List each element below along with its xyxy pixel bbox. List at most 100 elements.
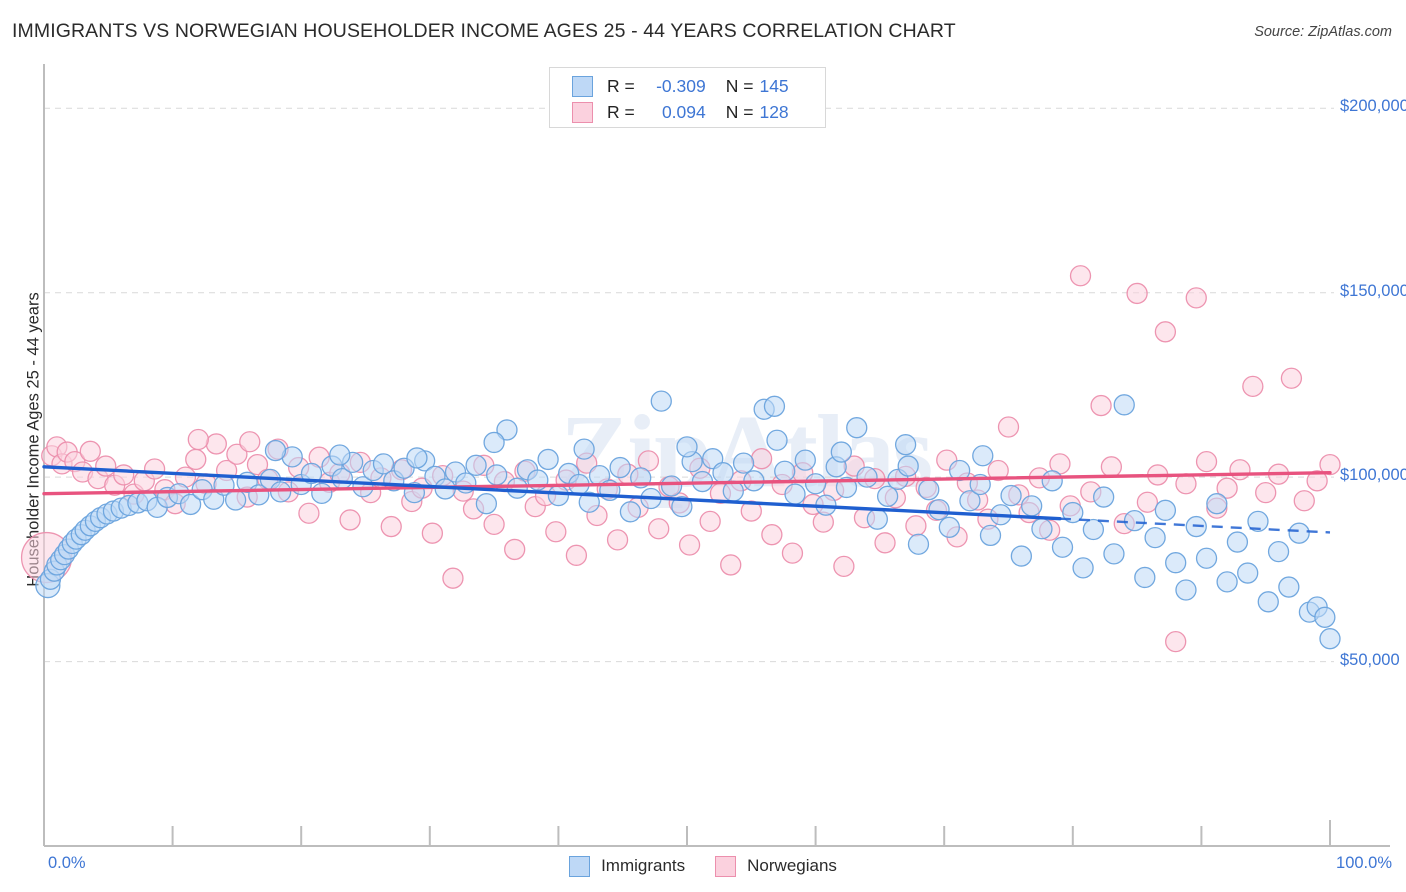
scatter-point (1165, 552, 1187, 574)
scatter-point (874, 532, 896, 554)
scatter-point (565, 544, 588, 566)
scatter-point (979, 524, 1002, 547)
n-value-immigrants: 145 (759, 75, 789, 96)
scatter-point (676, 436, 698, 458)
scatter-point (750, 448, 773, 470)
scatter-point (226, 443, 248, 465)
scatter-point (1314, 606, 1336, 628)
scatter-point (1255, 481, 1277, 504)
scatter-point (1113, 394, 1135, 416)
scatter-point (660, 475, 683, 497)
scatter-point (380, 515, 402, 538)
scatter-point (483, 431, 505, 454)
scatter-point (784, 483, 806, 505)
legend-swatch-norwegians-icon (715, 855, 737, 877)
legend-item-norwegians[interactable]: Norwegians (715, 855, 837, 877)
scatter-point (573, 438, 595, 460)
scatter-point (269, 481, 292, 503)
r-value-norwegians: 0.094 (661, 101, 706, 122)
scatter-point (907, 533, 930, 555)
legend-item-immigrants[interactable]: Immigrants (569, 855, 686, 877)
scatter-point (972, 445, 994, 467)
scatter-point (95, 455, 117, 477)
scatter-point (179, 493, 202, 516)
scatter-point (339, 509, 361, 531)
scatter-point (846, 417, 868, 439)
x-axis-min-label: 0.0% (48, 854, 86, 872)
scatter-point (1041, 470, 1063, 492)
page-title: IMMIGRANTS VS NORWEGIAN HOUSEHOLDER INCO… (12, 20, 956, 42)
scatter-point (1216, 477, 1238, 499)
scatter-point (1051, 536, 1074, 558)
scatter-point (918, 479, 940, 501)
scatter-point (928, 498, 950, 521)
legend-label-immigrants: Immigrants (601, 856, 686, 875)
scatter-point (1175, 579, 1197, 601)
scatter-point (830, 441, 852, 463)
scatter-point (671, 495, 693, 518)
scatter-point (442, 567, 464, 589)
scatter-point (1069, 265, 1092, 287)
scatter-point (766, 429, 788, 451)
scatter-point (1021, 495, 1043, 517)
scatter-point (1010, 545, 1033, 567)
scatter-point (1319, 628, 1341, 650)
scatter-point (1229, 459, 1251, 481)
scatter-point (264, 439, 287, 462)
scatter-point (1226, 531, 1249, 553)
scatter-point (1267, 540, 1290, 563)
scatter-point (545, 521, 567, 543)
scatter-point (905, 515, 927, 537)
scatter-point (224, 489, 247, 511)
source-attribution: Source: ZipAtlas.com (1254, 24, 1392, 40)
scatter-point (987, 459, 1009, 482)
trend-line-solid (42, 471, 1332, 496)
scatter-point (876, 485, 899, 507)
scatter-point (1126, 282, 1148, 305)
scatter-point (740, 500, 762, 522)
scatter-point (997, 416, 1020, 438)
scatter-point (1123, 510, 1146, 532)
scatter-point (781, 542, 804, 564)
scatter-point (699, 510, 721, 533)
scatter-point (465, 454, 487, 476)
scatter-point (1195, 547, 1218, 569)
scatter-point (1293, 490, 1315, 512)
scatter-point (143, 458, 166, 480)
scatter-point (1165, 631, 1187, 653)
trend-line-dashed (1059, 517, 1331, 534)
scatter-point (537, 448, 559, 471)
scatter-point (1072, 557, 1094, 579)
scatter-point (1257, 591, 1279, 613)
scatter-point (1103, 543, 1125, 565)
series-legend: Immigrants Norwegians (0, 851, 1406, 881)
scatter-point (300, 462, 323, 485)
scatter-point (1144, 526, 1166, 549)
scatter-point (1185, 287, 1207, 309)
scatter-point (833, 555, 855, 578)
scatter-point (959, 490, 981, 512)
scatter-point (329, 444, 351, 466)
scatter-point (1280, 367, 1303, 389)
scatter-point (113, 464, 135, 486)
scatter-point (774, 460, 796, 482)
scatter-point (1237, 562, 1259, 584)
scatter-point (948, 459, 971, 482)
scatter-point (79, 440, 101, 462)
immigrants-points-group (35, 390, 1341, 650)
scatter-point (763, 395, 786, 417)
scatter-point (1082, 518, 1105, 541)
scatter-point (835, 476, 858, 499)
scatter-point (1247, 510, 1269, 533)
scatter-point (1206, 493, 1228, 515)
scatter-point (648, 518, 670, 540)
scatter-point (406, 447, 428, 469)
scatter-point (496, 419, 518, 441)
scatter-point (897, 455, 919, 477)
scatter-point (1154, 321, 1177, 343)
x-axis-max-label: 100.0% (1336, 854, 1392, 872)
scatter-point (1134, 566, 1156, 589)
scatter-point (504, 538, 526, 561)
scatter-point (187, 428, 209, 451)
